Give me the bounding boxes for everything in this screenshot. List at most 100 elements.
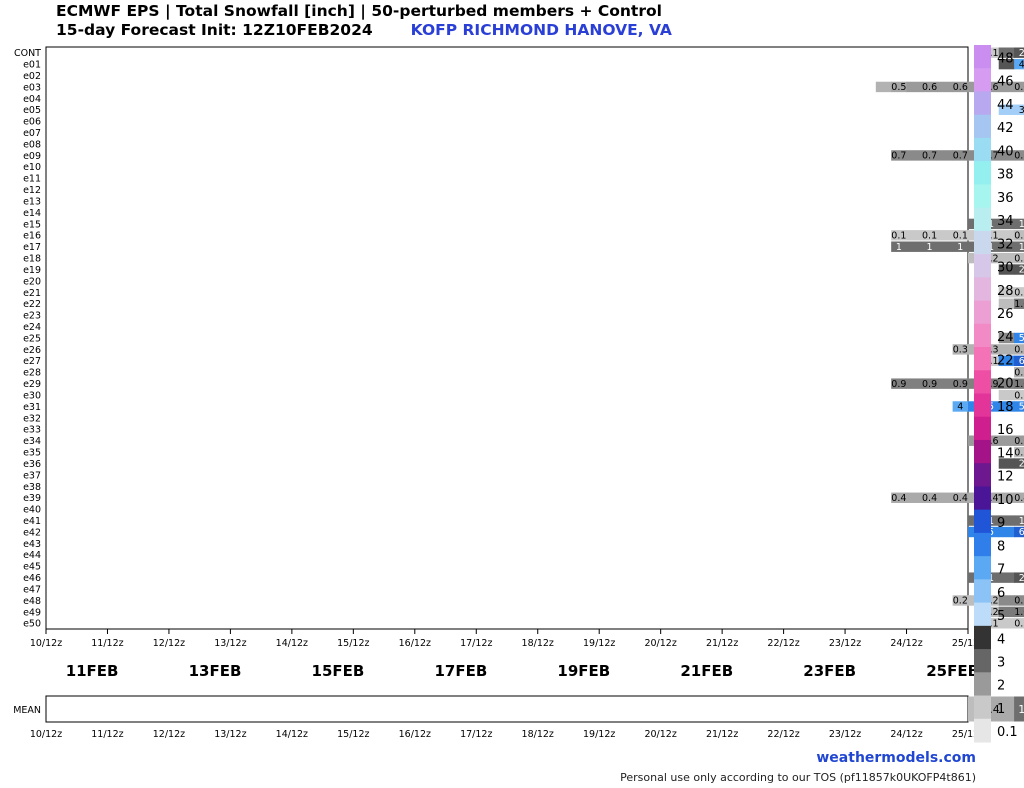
member-label: e02 [23,71,41,82]
mean-x-tick-label: 11/12z [91,729,123,740]
colorbar-segment [974,439,991,464]
data-label: 1 [988,516,994,527]
data-cell [998,595,1015,606]
data-cell [891,230,908,241]
data-cell [1014,230,1024,241]
mean-x-tick-label: 12/12z [153,729,185,740]
data-cell [998,458,1015,469]
data-cell [998,435,1015,446]
colorbar-tick-label: 1 [997,702,1005,717]
member-label: e16 [23,231,41,242]
data-cell [937,378,954,389]
data-cell [983,606,1000,618]
day-label: 11FEB [66,662,119,680]
member-label: e37 [23,470,41,481]
x-tick-label: 24/12z [890,638,922,649]
site-credit[interactable]: weathermodels.com [816,750,976,766]
colorbar-segment [974,161,991,185]
mean-x-tick-label: 14/12z [276,729,308,740]
chart-subtitle: 15-day Forecast Init: 12Z10FEB2024 KOFP R… [56,21,672,39]
colorbar-segment [974,556,991,580]
member-label: e32 [23,413,41,424]
data-cell [983,401,1000,412]
x-tick-label: 18/12z [522,638,554,649]
data-cell [891,241,908,252]
mean-x-tick-label: 10/12z [30,729,62,740]
member-label: e50 [23,619,41,630]
x-tick-label: 20/12z [644,638,676,649]
data-cell [952,401,969,412]
data-cell [998,515,1015,526]
data-label: 6 [1019,356,1024,367]
data-cell [937,81,954,93]
data-cell [1014,401,1024,412]
data-cell [937,492,954,503]
data-label: 0.6 [1014,436,1024,447]
data-label: 0.2 [1014,253,1024,264]
colorbar-tick-label: 7 [997,563,1005,578]
x-tick-label: 10/12z [30,638,62,649]
data-cell [998,81,1015,93]
data-cell [952,344,969,355]
day-label: 19FEB [557,662,610,680]
mean-x-tick-label: 21/12z [706,729,738,740]
data-label: 0.2 [953,596,968,607]
data-cell [1014,298,1024,309]
data-cell [921,378,938,389]
data-cell [906,81,923,93]
data-cell [998,230,1015,241]
data-label: 1 [1019,242,1024,253]
member-label: e31 [23,402,41,413]
member-label: e45 [23,562,41,573]
data-cell [891,378,908,389]
data-label: 4 [1019,59,1024,70]
member-label: e09 [23,151,41,162]
member-label: e01 [23,60,41,71]
data-label: 1.0 [1014,379,1024,390]
data-label: 0.6 [983,82,998,93]
data-label: 0.2 [983,596,998,607]
member-label: e36 [23,459,41,470]
data-cell [1014,606,1024,618]
data-cell [998,58,1015,70]
data-label: 0.2 [983,253,998,264]
member-label: e33 [23,425,41,436]
mean-x-tick-label: 13/12z [214,729,246,740]
data-label: 2 [1019,459,1024,470]
member-label: e18 [23,254,41,265]
member-label: e07 [23,128,41,139]
colorbar-segment [974,509,991,534]
data-label: 0.6 [1014,82,1024,93]
data-cell [983,492,1000,503]
data-cell [998,378,1015,389]
member-label: e22 [23,299,41,310]
data-label: 0.9 [983,379,998,390]
x-tick-label: 13/12z [214,638,246,649]
day-label: 17FEB [434,662,487,680]
day-label: 25FEB [926,662,979,680]
member-label: e44 [23,550,41,561]
data-label: 1 [988,219,994,230]
data-label: 0.1 [983,618,998,629]
data-cell [983,618,1000,629]
data-label: 5 [1019,333,1024,344]
data-cell [921,241,938,252]
colorbar-tick-label: 9 [997,516,1005,531]
colorbar-tick-label: 30 [997,261,1014,276]
data-cell [998,287,1015,298]
data-cell [1014,218,1024,230]
data-cell [998,526,1015,538]
colorbar-tick-label: 48 [997,51,1014,66]
init-label: 15-day Forecast Init: 12Z10FEB2024 [56,21,373,39]
location-label: KOFP RICHMOND HANOVE, VA [410,21,672,39]
colorbar-tick-label: 22 [997,353,1014,368]
data-cell [952,595,969,606]
mean-x-tick-label: 24/12z [890,729,922,740]
data-label: 0.5 [891,82,906,93]
data-label: 5 [988,527,994,538]
data-cell [998,150,1015,161]
data-cell [1014,389,1024,401]
data-cell [983,572,1000,583]
mean-x-tick-label: 17/12z [460,729,492,740]
